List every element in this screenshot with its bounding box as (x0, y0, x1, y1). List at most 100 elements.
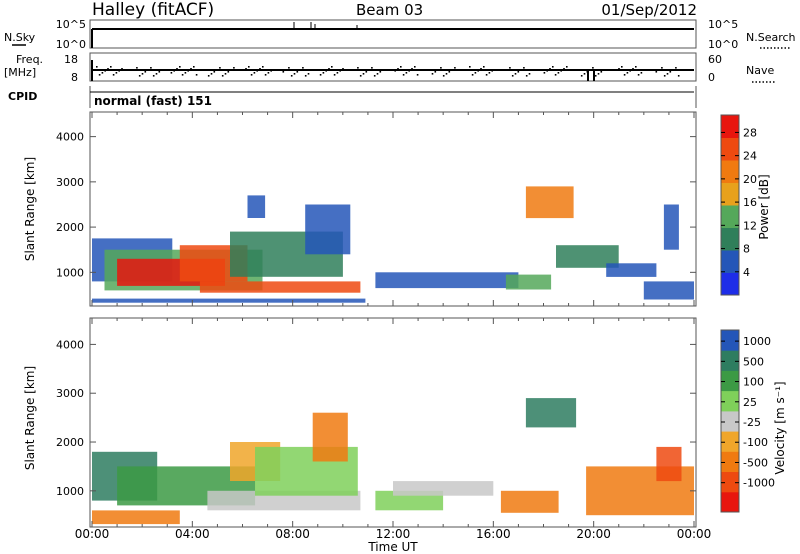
nave-dot (666, 73, 669, 75)
velocity-panel: 1000 2000 3000 4000 Slant Range [km] 1000 50… (23, 317, 787, 528)
colorbar-segment (721, 491, 739, 513)
freq-label-line2: [MHz] (4, 66, 36, 79)
nave-dot (629, 70, 631, 72)
nave-dot (431, 73, 434, 75)
nave-dot (112, 74, 115, 76)
nave-dot (640, 72, 643, 74)
nave-dot (319, 74, 322, 76)
echo-region (305, 204, 351, 255)
colorbar-segment (721, 160, 739, 183)
nave-dot (397, 68, 399, 70)
nsearch-label: N.Search (746, 31, 796, 44)
nave-dot (552, 66, 554, 68)
nave-dot (523, 67, 525, 69)
echo-region (393, 481, 494, 496)
nave-dot (144, 71, 147, 73)
nsky-label: N.Sky (4, 31, 36, 44)
nave-dot (270, 70, 272, 72)
nave-dot (471, 74, 474, 76)
time-tick-label: 00:00 (75, 527, 110, 541)
colorbar-tick-label: -500 (743, 456, 768, 469)
nave-dot (322, 72, 325, 74)
nave-dot (637, 74, 640, 76)
echo-region (92, 298, 366, 303)
nave-dot (563, 68, 565, 70)
echo-region (312, 412, 348, 462)
nave-dot (408, 70, 410, 72)
echo-region (606, 263, 657, 277)
colorbar-tick-label: 20 (743, 173, 757, 186)
nave-label: Nave (746, 64, 774, 77)
nave-dot (603, 69, 605, 71)
nave-dot (158, 71, 161, 73)
colorbar-tick-label: 4 (743, 266, 750, 279)
nsky-tick-top: 10^5 (56, 18, 86, 31)
time-tick-label: 16:00 (476, 527, 511, 541)
freq-panel: Freq. [MHz] 18 8 60 0 Nave (4, 52, 775, 84)
nave-dot (597, 73, 600, 75)
nave-dot (442, 75, 445, 77)
freq-right-tick-bottom: 0 (708, 71, 715, 84)
nave-dot (560, 70, 562, 72)
nave-dot (514, 73, 517, 75)
colorbar-tick-label: 12 (743, 219, 757, 232)
colorbar-segment (721, 350, 739, 371)
cpid-panel: CPID normal (fast) 151 (8, 86, 697, 108)
nave-dot (233, 67, 235, 69)
nave-dot (331, 66, 333, 68)
nave-dot (118, 70, 120, 72)
velocity-colorbar-label: Velocity [m s⁻¹] (773, 381, 787, 474)
nave-dots (96, 66, 680, 77)
cpid-value: normal (fast) 151 (94, 94, 212, 108)
colorbar-segment (721, 410, 739, 432)
y-tick-label: 3000 (56, 176, 84, 189)
freq-tick-bottom: 8 (71, 71, 78, 84)
nave-dot (210, 73, 213, 75)
echo-region (199, 281, 361, 293)
nave-dot (328, 68, 330, 70)
nave-dot (216, 69, 218, 71)
nave-dot (440, 67, 442, 69)
colorbar-tick-label: -1000 (743, 477, 775, 490)
time-tick-label: 00:00 (677, 527, 712, 541)
freq-frame (89, 52, 697, 82)
nave-dot (546, 70, 548, 72)
nave-dot (362, 73, 365, 75)
nave-dot (677, 75, 680, 77)
colorbar-segment (721, 330, 739, 351)
velocity-y-axis: 1000 2000 3000 4000 (56, 338, 696, 498)
nave-dot (333, 74, 336, 76)
nave-dot (655, 71, 658, 73)
colorbar-tick-label: 28 (743, 126, 757, 139)
power-colorbar-label: Power [dB] (757, 174, 771, 239)
nave-dot (207, 75, 210, 77)
nave-dot (245, 68, 247, 70)
colorbar-tick-label: -100 (743, 436, 768, 449)
nave-dot (285, 69, 287, 71)
nave-dot (110, 66, 112, 68)
nave-dot (187, 70, 189, 72)
nave-dot (115, 72, 118, 74)
nave-dot (184, 72, 187, 74)
nave-dot (267, 72, 270, 74)
colorbar-tick-label: 1000 (743, 335, 771, 348)
nave-dot (509, 67, 511, 69)
nave-dot (365, 71, 368, 73)
nave-dot (626, 72, 629, 74)
nave-dot (448, 71, 451, 73)
nave-dot (566, 66, 568, 68)
nave-dot (304, 75, 307, 77)
nave-dot (416, 74, 419, 76)
nave-dot (621, 66, 623, 68)
nave-dot (190, 68, 192, 70)
nave-dot (250, 74, 253, 76)
nave-dot (543, 72, 546, 74)
colorbar-segment (721, 250, 739, 273)
nave-dot (299, 69, 301, 71)
colorbar-segment (721, 390, 739, 412)
velocity-y-label: Slant Range [km] (23, 366, 37, 470)
echo-region (525, 186, 574, 219)
nave-dot (104, 70, 106, 72)
nave-dot (483, 66, 485, 68)
power-y-axis: 1000 2000 3000 4000 (56, 131, 696, 279)
